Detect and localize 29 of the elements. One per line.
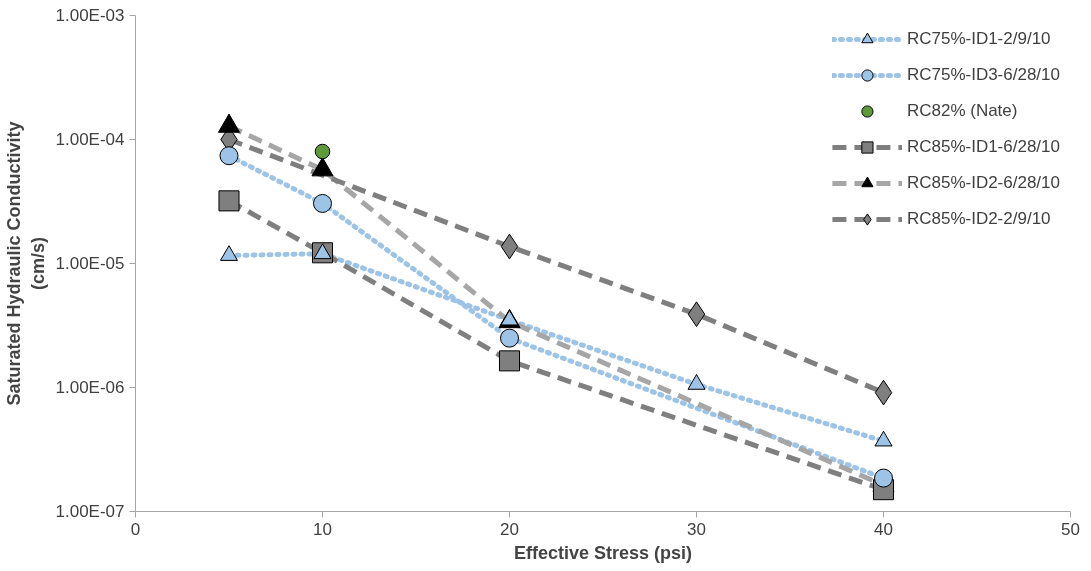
x-axis-title: Effective Stress (psi) — [513, 542, 693, 563]
point — [500, 233, 519, 260]
legend-label: RC82% (Nate) — [906, 100, 1018, 122]
legend-label: RC85%-ID2-2/9/10 — [906, 208, 1051, 230]
legend-label: RC85%-ID1-6/28/10 — [906, 136, 1060, 158]
y-tick-label: 1.00E-06 — [55, 378, 125, 397]
point — [499, 328, 520, 348]
y-tick-label: 1.00E-07 — [55, 502, 125, 521]
point — [219, 146, 239, 166]
point — [218, 190, 240, 212]
x-tick-label: 10 — [313, 519, 332, 539]
x-tick-label: 0 — [130, 519, 141, 539]
x-tick-label: 40 — [874, 519, 893, 539]
point — [314, 143, 331, 160]
point — [873, 468, 894, 488]
x-tick-label: 20 — [500, 519, 519, 539]
y-tick-label: 1.00E-04 — [55, 130, 125, 149]
point — [312, 193, 333, 213]
point — [498, 350, 521, 372]
x-tick-label: 50 — [1061, 519, 1080, 539]
x-tick-label: 30 — [687, 519, 706, 539]
legend-label: RC75%-ID3-6/28/10 — [906, 64, 1060, 86]
y-axis-title: Saturated Hydraulic Conductivity (cm/s) — [3, 121, 48, 406]
legend-label: RC75%-ID1-2/9/10 — [906, 28, 1051, 50]
point — [687, 301, 706, 328]
y-tick-label: 1.00E-05 — [55, 254, 125, 273]
point — [874, 379, 893, 406]
y-tick-label: 1.00E-03 — [55, 6, 125, 25]
legend-label: RC85%-ID2-6/28/10 — [906, 172, 1060, 194]
